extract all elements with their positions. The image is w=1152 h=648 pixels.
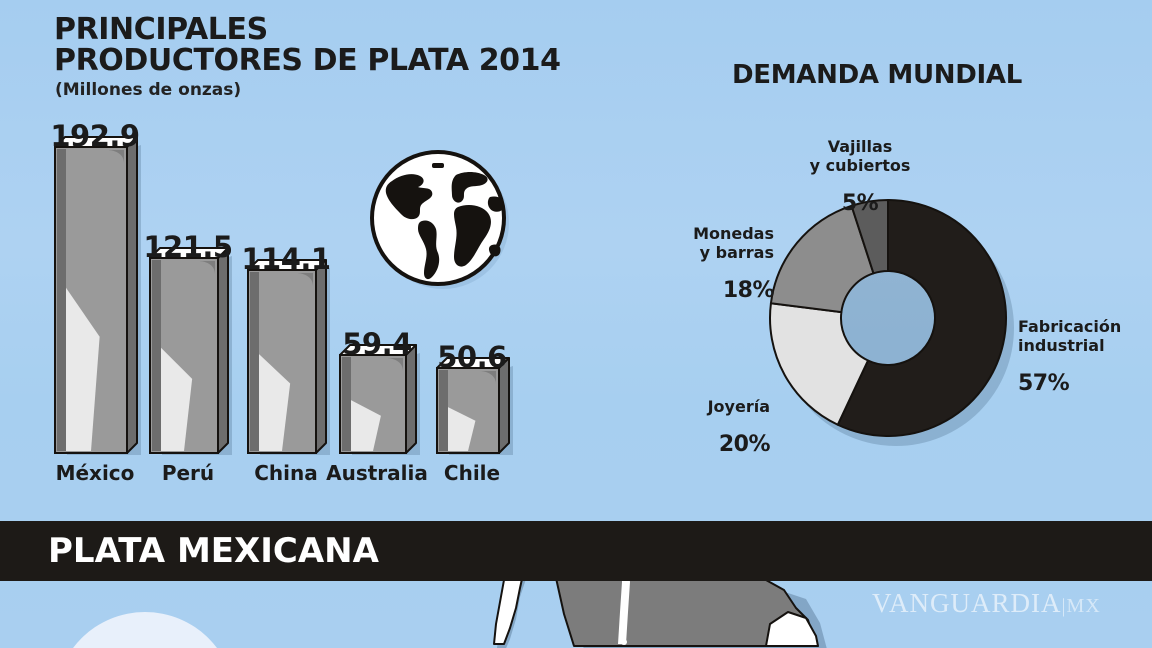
- donut-label-joyeria-pct: 20%: [718, 432, 771, 457]
- watermark: VANGUARDIA|MX: [872, 588, 1101, 619]
- donut-label-fabricacion: Fabricación industrial 57%: [1018, 298, 1148, 412]
- bar-category-label: México: [55, 461, 135, 485]
- bar-value-label: 114.1: [241, 242, 331, 276]
- decorative-circle: [55, 612, 235, 648]
- donut-label-monedas-pct: 18%: [722, 278, 775, 303]
- bar-chart: 192.9 México 121.5 Perú 114.1 China 59.4 Austra…: [0, 0, 560, 500]
- bar-group: 121.5: [143, 230, 233, 455]
- bar-chart-subtitle: (Millones de onzas): [55, 80, 242, 100]
- bar-group: 192.9: [50, 119, 141, 455]
- donut-label-joyeria: Joyería 20%: [660, 378, 771, 473]
- banner-title: PLATA MEXICANA: [48, 531, 379, 571]
- bar-category-label: Chile: [443, 461, 501, 485]
- donut-chart: [760, 190, 1016, 446]
- donut-label-vajillas-name: Vajillas y cubiertos: [809, 137, 911, 175]
- bar-group: 114.1: [241, 242, 331, 455]
- donut-label-joyeria-name: Joyería: [707, 397, 770, 416]
- section-banner: [0, 521, 1152, 581]
- donut-label-fabricacion-name: Fabricación industrial: [1018, 317, 1122, 355]
- donut-label-monedas-name: Monedas y barras: [693, 224, 774, 262]
- bar-category-label: Perú: [161, 461, 215, 485]
- donut-label-vajillas: Vajillas y cubiertos 5%: [790, 118, 930, 232]
- donut-label-vajillas-pct: 5%: [841, 191, 879, 216]
- bar-category-label: China: [254, 461, 318, 485]
- donut-label-fabricacion-pct: 57%: [1018, 371, 1070, 396]
- globe-icon: [366, 145, 512, 291]
- bar-group: 50.6: [436, 340, 513, 455]
- donut-chart-title: DEMANDA MUNDIAL: [731, 60, 1023, 90]
- watermark-suffix: |MX: [1061, 595, 1101, 617]
- bar-value-label: 59.4: [342, 327, 412, 361]
- bar-value-label: 121.5: [143, 230, 233, 264]
- bar-category-label: Australia: [326, 461, 428, 485]
- bar-value-label: 192.9: [50, 119, 140, 153]
- bar-group: 59.4: [339, 327, 420, 455]
- bar-value-label: 50.6: [437, 340, 507, 374]
- donut-label-monedas: Monedas y barras 18%: [664, 205, 774, 319]
- bar-chart-title: PRINCIPALES PRODUCTORES DE PLATA 2014: [54, 12, 561, 78]
- watermark-brand: VANGUARDIA: [872, 588, 1062, 618]
